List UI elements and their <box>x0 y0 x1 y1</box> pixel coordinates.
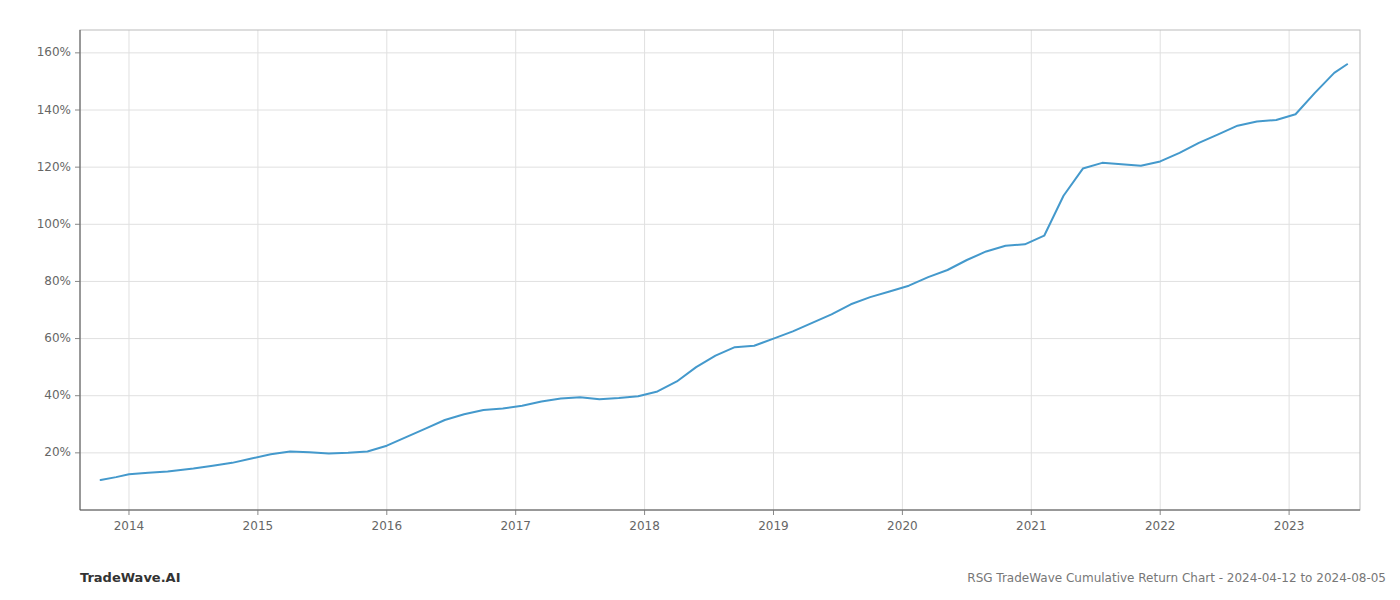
x-tick <box>1031 510 1032 515</box>
y-tick <box>75 281 80 282</box>
y-tick-label: 100% <box>37 217 71 231</box>
grid <box>80 30 1360 510</box>
x-tick <box>902 510 903 515</box>
y-grid-line <box>80 110 1360 111</box>
x-grid-line <box>1289 30 1290 510</box>
annotation: RSG TradeWave Cumulative Return Chart - … <box>967 571 1386 585</box>
x-tick <box>1160 510 1161 515</box>
y-axis-line <box>80 30 81 510</box>
y-grid-line <box>80 281 1360 282</box>
y-grid-line <box>80 52 1360 53</box>
x-tick-label: 2018 <box>629 519 660 533</box>
x-grid-line <box>515 30 516 510</box>
y-tick <box>75 452 80 453</box>
y-grid-line <box>80 338 1360 339</box>
x-tick-label: 2023 <box>1274 519 1305 533</box>
y-tick-label: 40% <box>44 388 71 402</box>
x-grid-line <box>902 30 903 510</box>
x-tick <box>644 510 645 515</box>
series <box>101 64 1347 480</box>
y-tick-label: 140% <box>37 103 71 117</box>
y-tick <box>75 224 80 225</box>
y-grid-line <box>80 224 1360 225</box>
x-grid-line <box>644 30 645 510</box>
plot-frame <box>80 30 1360 510</box>
y-tick <box>75 52 80 53</box>
x-tick <box>1289 510 1290 515</box>
x-tick-label: 2021 <box>1016 519 1047 533</box>
x-tick-label: 2015 <box>243 519 274 533</box>
y-tick <box>75 395 80 396</box>
annotation: TradeWave.AI <box>80 570 181 585</box>
x-grid-line <box>1160 30 1161 510</box>
x-tick-label: 2014 <box>114 519 145 533</box>
x-tick-label: 2019 <box>758 519 789 533</box>
x-tick-label: 2020 <box>887 519 918 533</box>
y-tick <box>75 338 80 339</box>
x-grid-line <box>1031 30 1032 510</box>
x-tick <box>515 510 516 515</box>
axes: 20% 40% 60% 80% 100% 120% 140% 160% 2014 2015 2016… <box>37 30 1360 533</box>
y-tick-label: 160% <box>37 45 71 59</box>
y-grid-line <box>80 395 1360 396</box>
y-tick-label: 80% <box>44 274 71 288</box>
x-grid-line <box>257 30 258 510</box>
x-axis-line <box>80 510 1360 511</box>
y-tick <box>75 167 80 168</box>
line <box>101 64 1347 480</box>
y-tick-label: 120% <box>37 160 71 174</box>
y-grid-line <box>80 167 1360 168</box>
y-tick-label: 60% <box>44 331 71 345</box>
y-tick-label: 20% <box>44 445 71 459</box>
x-grid-line <box>773 30 774 510</box>
x-tick <box>773 510 774 515</box>
background <box>0 0 1400 600</box>
x-tick-label: 2017 <box>500 519 531 533</box>
x-tick-label: 2016 <box>372 519 403 533</box>
chart: 20% 40% 60% 80% 100% 120% 140% 160% 2014 2015 2016… <box>0 0 1400 600</box>
x-tick <box>386 510 387 515</box>
x-tick <box>128 510 129 515</box>
y-tick <box>75 110 80 111</box>
x-grid-line <box>386 30 387 510</box>
x-tick <box>257 510 258 515</box>
x-tick-label: 2022 <box>1145 519 1176 533</box>
x-grid-line <box>128 30 129 510</box>
